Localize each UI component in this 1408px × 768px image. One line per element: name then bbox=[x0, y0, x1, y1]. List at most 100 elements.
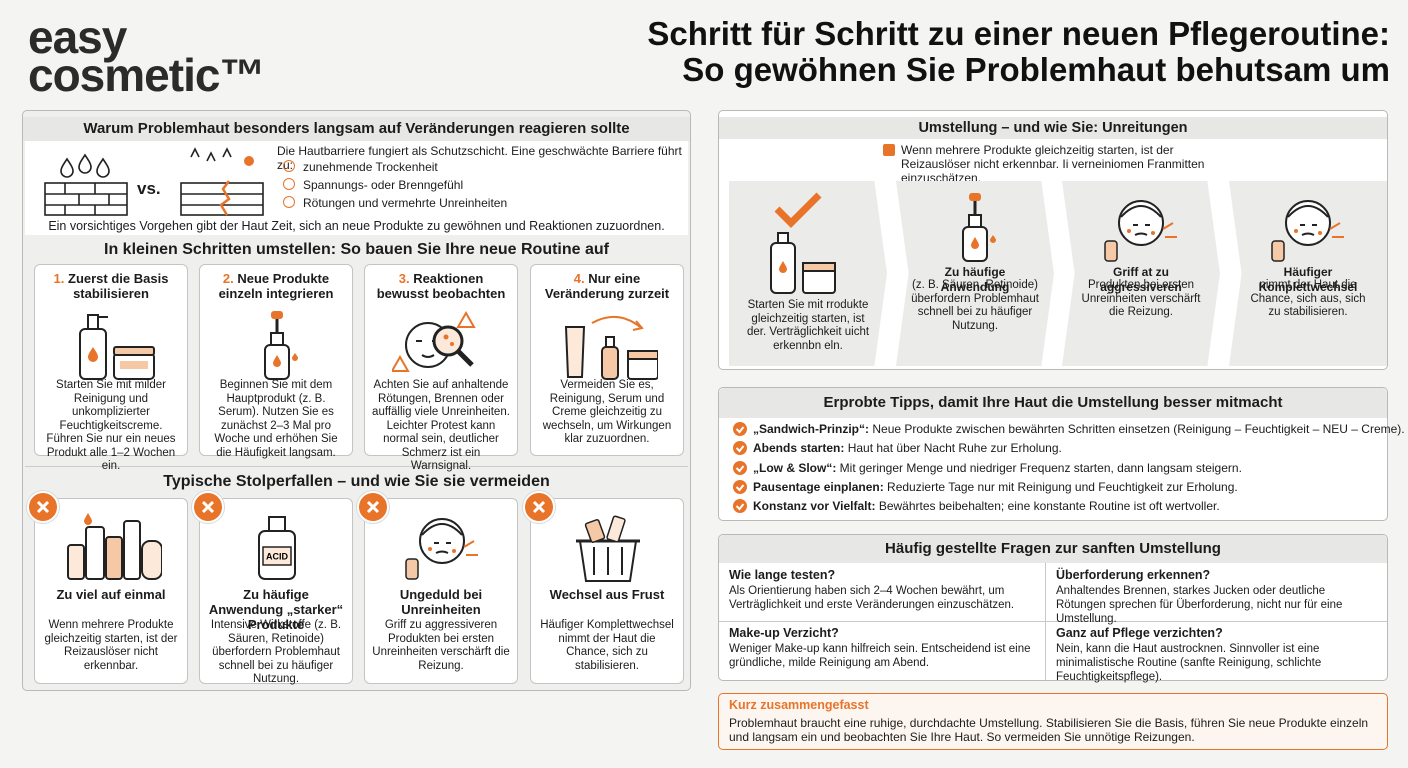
step-title-text: Neue Produkte einzeln integrieren bbox=[218, 271, 334, 301]
icon-shape bbox=[601, 346, 619, 380]
icon-shape bbox=[456, 310, 476, 328]
icon-shape bbox=[292, 353, 298, 361]
switch-note: Wenn mehrere Produkte gleichzeitig start… bbox=[901, 143, 1205, 185]
icon-shape bbox=[735, 503, 745, 511]
why-area: vs. Die Hautbarriere fungiert als Schutz… bbox=[25, 141, 688, 235]
check-icon bbox=[733, 499, 747, 514]
icon-shape bbox=[1271, 240, 1285, 262]
icon-shape bbox=[1104, 240, 1118, 262]
icon-shape bbox=[123, 520, 141, 580]
faq-panel: Häufig gestellte Fragen zur sanften Umst… bbox=[718, 534, 1388, 683]
icon-shape bbox=[60, 157, 74, 178]
icon-shape bbox=[1118, 200, 1164, 246]
why-item: zunehmende Trockenheit bbox=[283, 160, 438, 174]
pitfall-text: Häufiger Komplettwechsel nimmt der Haut … bbox=[540, 619, 674, 672]
page-title: Schritt für Schritt zu einer neuen Pfleg… bbox=[647, 16, 1390, 88]
x-badge bbox=[27, 491, 59, 523]
step-card: 2. Neue Produkte einzeln integrieren Begi… bbox=[199, 264, 353, 459]
switch-icon bbox=[770, 192, 836, 294]
switch-panel: Umstellung – und wie Sie: Unreitungen We… bbox=[718, 110, 1388, 370]
brand-line: easy bbox=[28, 11, 127, 63]
switch-item-title: Griff at zu aggressiveren bbox=[1100, 265, 1182, 294]
tip-label: „Low & Slow“: bbox=[753, 460, 837, 475]
summary-panel: Kurz zusammengefasst Problemhaut braucht… bbox=[718, 693, 1388, 750]
icon-shape bbox=[1285, 200, 1331, 246]
icon-shape bbox=[990, 235, 996, 243]
icon-shape bbox=[419, 518, 465, 564]
check-icon bbox=[733, 479, 747, 494]
why-item-text: zunehmende Trockenheit bbox=[303, 160, 438, 174]
step-icon bbox=[564, 316, 658, 380]
step-card: 1. Zuerst die Basis stabilisieren Starten… bbox=[34, 264, 188, 472]
switch-item-title: Zu häufige Anwendung bbox=[940, 265, 1010, 294]
icon-shape bbox=[1329, 222, 1344, 238]
step-text: Starten Sie mit milder Reinigung und unk… bbox=[46, 379, 176, 472]
tips-panel: Erprobte Tipps, damit Ihre Haut die Umst… bbox=[718, 387, 1405, 521]
step-chevron: Starten Sie mit rrodukte gleichzeitig st… bbox=[729, 181, 887, 366]
icon-shape bbox=[141, 540, 162, 580]
tip-text: Bewährtes beibehalten; eine konstante Ro… bbox=[878, 499, 1220, 514]
icon-shape bbox=[84, 513, 92, 525]
tip-item: Abends starten: Haut hat über Nacht Ruhe… bbox=[733, 440, 1062, 456]
pitfall-text: Wenn mehrere Produkte gleichzeitig start… bbox=[44, 619, 178, 672]
icon-shape bbox=[78, 153, 92, 174]
check-icon bbox=[733, 422, 747, 436]
divider bbox=[719, 621, 1387, 622]
tip-text: Neue Produkte zwischen bewährten Schritt… bbox=[872, 422, 1405, 436]
icon-shape bbox=[456, 349, 474, 367]
step-title: 2. Neue Produkte einzeln integrieren bbox=[206, 271, 346, 301]
tip-text: Haut hat über Nacht Ruhe zur Erholung. bbox=[847, 441, 1062, 456]
tick-icon bbox=[735, 426, 745, 434]
faq-question: Make-up Verzicht? bbox=[729, 626, 839, 640]
icon-shape bbox=[1300, 224, 1317, 236]
icon-shape bbox=[273, 355, 281, 367]
icon-shape bbox=[584, 519, 606, 543]
left-panel: Warum Problemhaut besonders langsam auf … bbox=[22, 110, 691, 691]
faq-cell: Wie lange testen? Als Orientierung haben … bbox=[719, 565, 1045, 615]
icon-shape bbox=[105, 536, 123, 580]
icon-shape bbox=[366, 500, 380, 514]
icon-shape bbox=[606, 515, 626, 543]
step-chevron: Häufiger Komplettwechsel nimmt der Haut d… bbox=[1229, 181, 1387, 366]
bullet-icon bbox=[283, 196, 295, 208]
barrier-icon bbox=[44, 147, 264, 216]
pitfall-card: Ungeduld bei Unreinheiten Griff zu aggres… bbox=[364, 498, 518, 684]
x-icon bbox=[36, 500, 50, 514]
icon-shape bbox=[452, 549, 456, 553]
switch-icon bbox=[962, 193, 996, 262]
icon-shape bbox=[774, 192, 822, 228]
icon-shape bbox=[593, 547, 623, 575]
x-icon bbox=[366, 500, 380, 514]
faq-question: Ganz auf Pflege verzichten? bbox=[1056, 626, 1223, 640]
tip-label: Konstanz vor Vielfalt: bbox=[753, 499, 876, 514]
step-number: 4. bbox=[573, 271, 585, 286]
section-header: Häufig gestellte Fragen zur sanften Umst… bbox=[719, 535, 1387, 563]
tick-icon bbox=[735, 464, 745, 473]
x-badge bbox=[192, 491, 224, 523]
step-title-text: Nur eine Veränderung zurzeit bbox=[544, 271, 670, 301]
pitfall-card: Wechsel aus Frust Häufiger Komplettwechse… bbox=[530, 498, 684, 684]
icon-shape bbox=[1151, 231, 1155, 235]
section-header: Warum Problemhaut besonders langsam auf … bbox=[23, 117, 690, 141]
why-item-text: Spannungs- oder Brenngefühl bbox=[303, 178, 464, 192]
icon-shape bbox=[463, 540, 478, 556]
pitfall-title: Zu häufige Anwendung „starker“ Produkte bbox=[208, 587, 344, 632]
icon-shape bbox=[87, 314, 99, 330]
icon-shape bbox=[1120, 205, 1162, 218]
pitfall-icon bbox=[576, 515, 640, 582]
icon-shape bbox=[971, 237, 979, 249]
title-line: So gewöhnen Sie Problemhaut behutsam um bbox=[682, 51, 1390, 88]
tip-label: „Sandwich-Prinzip“: bbox=[753, 422, 870, 436]
check-icon bbox=[733, 460, 747, 475]
tip-item: Pausentage einplanen: Reduzierte Tage nu… bbox=[733, 479, 1238, 495]
faq-cell: Ganz auf Pflege verzichten? Nein, kann di… bbox=[1046, 623, 1388, 687]
icon-shape bbox=[968, 214, 982, 228]
step-chevron: Zu häufige Anwendung (z. B. Säuren, Retin… bbox=[896, 181, 1054, 366]
icon-shape bbox=[96, 157, 110, 178]
tip-text: Reduzierte Tage nur mit Reinigung und Fe… bbox=[887, 479, 1238, 494]
section-header: Erprobte Tipps, damit Ihre Haut die Umst… bbox=[719, 388, 1387, 418]
step-number: 3. bbox=[398, 271, 410, 286]
icon-shape bbox=[1162, 222, 1177, 238]
icon-shape bbox=[627, 350, 658, 360]
icon-shape bbox=[632, 320, 644, 331]
